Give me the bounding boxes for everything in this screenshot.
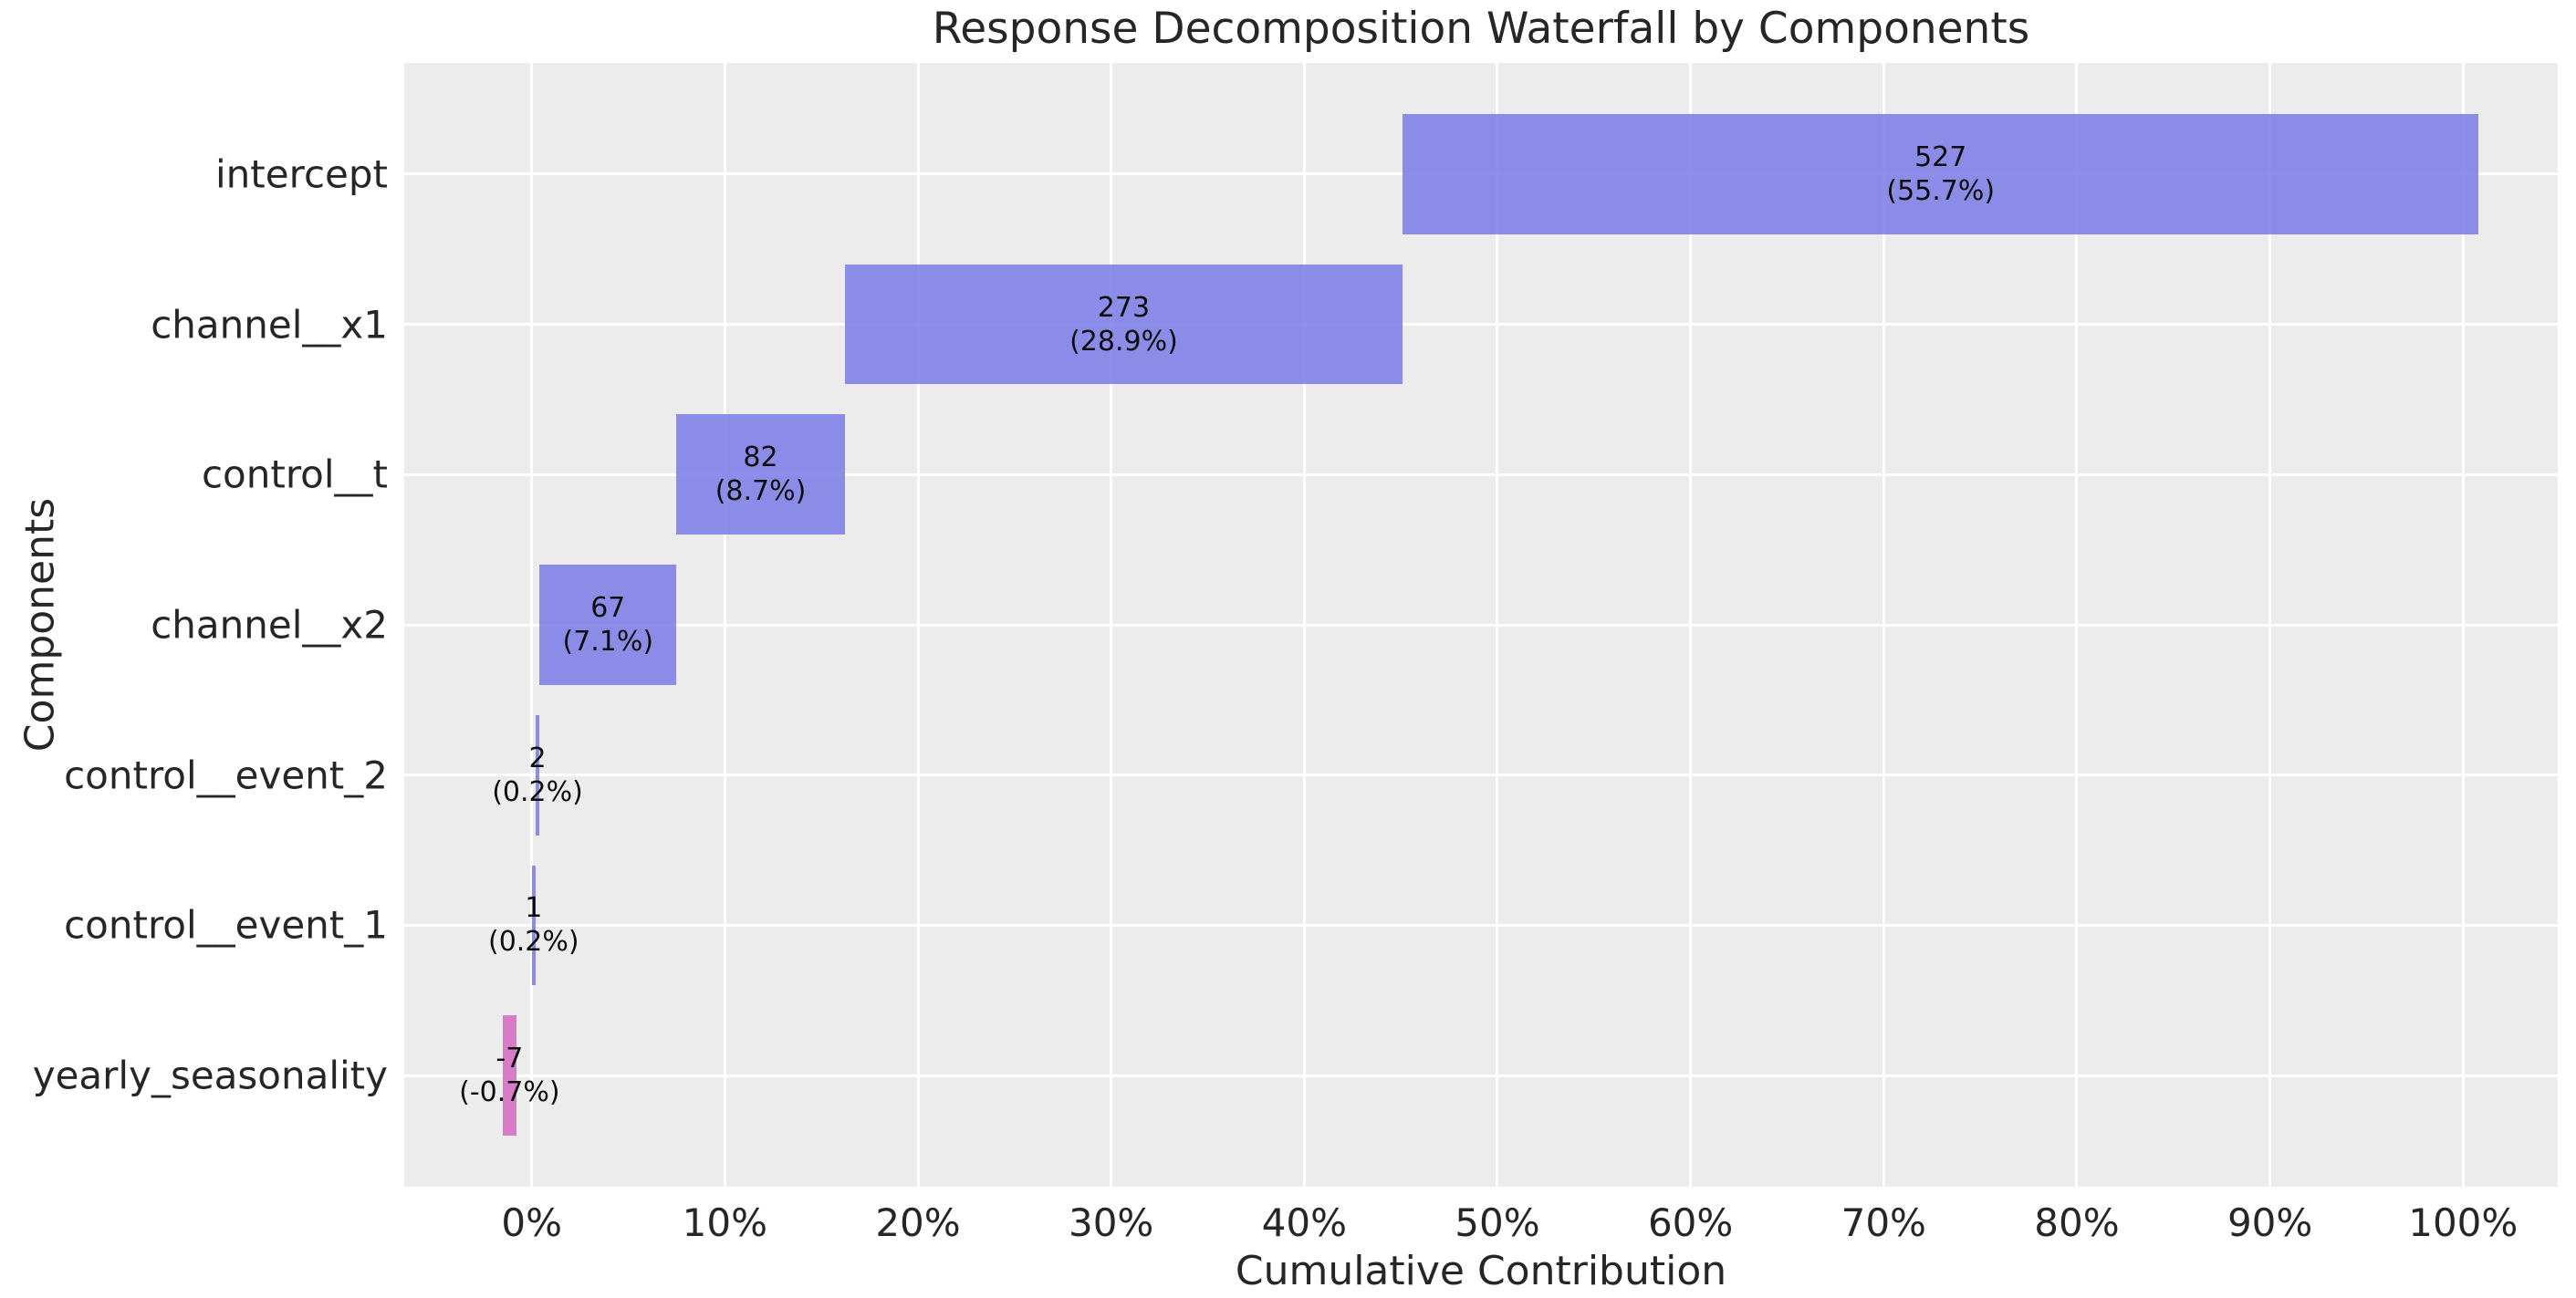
y-gridline-channel__x2: [404, 623, 2558, 627]
plot-area: 527 (55.7%) 273 (28.9%) 82 (8.7%) 67 (7.1%) 2 (0.…: [404, 63, 2558, 1187]
x-tick-label-0%: 0%: [501, 1200, 563, 1245]
y-gridline-control__event_1: [404, 923, 2558, 927]
bar-value-channel__x2: 67: [590, 592, 626, 624]
chart-title: Response Decomposition Waterfall by Comp…: [932, 4, 2030, 54]
x-axis-label: Cumulative Contribution: [1235, 1248, 1727, 1294]
bar-percentage-control__t: (8.7%): [714, 475, 807, 508]
bar-value-intercept: 527: [1914, 140, 1967, 173]
bar-percentage-channel__x2: (7.1%): [562, 626, 654, 658]
y-gridline-control__t: [404, 472, 2558, 476]
y-tick-label-control__event_1: control__event_1: [64, 902, 388, 948]
y-tick-label-channel__x1: channel__x1: [151, 302, 388, 348]
y-tick-label-channel__x2: channel__x2: [151, 602, 388, 648]
bar-percentage-yearly_seasonality: (-0.7%): [459, 1076, 560, 1109]
y-tick-label-control__t: control__t: [201, 452, 388, 497]
x-tick-label-80%: 80%: [2034, 1200, 2120, 1245]
bar-label-control__event_1: 1 (0.2%): [488, 891, 579, 959]
bar-value-control__event_2: 2: [528, 742, 547, 774]
bar-value-control__event_1: 1: [525, 892, 543, 925]
y-axis-label: Components: [16, 497, 64, 753]
y-tick-label-yearly_seasonality: yearly_seasonality: [32, 1053, 388, 1098]
x-tick-label-60%: 60%: [1647, 1200, 1734, 1245]
bar-value-yearly_seasonality: -7: [495, 1043, 524, 1075]
bar-yearly_seasonality: [502, 1015, 516, 1136]
x-tick-label-90%: 90%: [2227, 1200, 2313, 1245]
x-tick-label-100%: 100%: [2408, 1200, 2519, 1245]
x-tick-label-30%: 30%: [1068, 1200, 1154, 1245]
x-tick-label-50%: 50%: [1455, 1200, 1540, 1245]
bar-label-channel__x2: 67 (7.1%): [562, 591, 653, 659]
bar-percentage-control__event_2: (0.2%): [492, 775, 583, 808]
y-tick-label-intercept: intercept: [215, 151, 388, 197]
bar-intercept: [1403, 114, 2479, 234]
x-tick-label-10%: 10%: [682, 1200, 768, 1245]
bar-label-control__t: 82 (8.7%): [715, 441, 807, 508]
bar-label-yearly_seasonality: -7 (-0.7%): [459, 1042, 559, 1109]
bar-value-channel__x1: 273: [1097, 291, 1151, 324]
x-tick-label-20%: 20%: [875, 1200, 961, 1245]
y-tick-label-control__event_2: control__event_2: [64, 753, 388, 798]
bar-value-control__t: 82: [743, 441, 778, 474]
y-gridline-control__event_2: [404, 774, 2558, 777]
bar-percentage-intercept: (55.7%): [1886, 174, 1996, 207]
bar-percentage-control__event_1: (0.2%): [487, 926, 579, 959]
y-gridline-yearly_seasonality: [404, 1074, 2558, 1077]
bar-label-control__event_2: 2 (0.2%): [492, 742, 583, 809]
bar-control__event_2: [535, 714, 540, 836]
bar-label-intercept: 527 (55.7%): [1886, 140, 1995, 208]
y-gridline-channel__x1: [404, 323, 2558, 327]
bar-percentage-channel__x1: (28.9%): [1069, 325, 1178, 358]
x-tick-label-40%: 40%: [1261, 1200, 1348, 1245]
bar-channel__x1: [844, 264, 1403, 385]
x-tick-label-70%: 70%: [1841, 1200, 1926, 1245]
bar-channel__x2: [539, 565, 677, 685]
bar-control__t: [676, 414, 845, 535]
bar-control__event_1: [531, 865, 536, 986]
bar-label-channel__x1: 273 (28.9%): [1069, 291, 1178, 358]
